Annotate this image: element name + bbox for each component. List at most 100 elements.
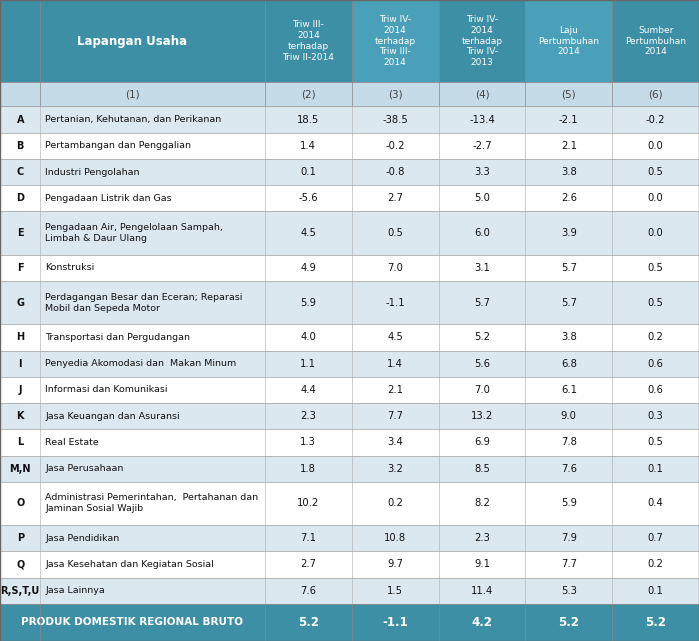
Text: 6.1: 6.1 xyxy=(561,385,577,395)
Text: Jasa Keuangan dan Asuransi: Jasa Keuangan dan Asuransi xyxy=(45,412,180,420)
Text: 7.0: 7.0 xyxy=(474,385,490,395)
Text: 9.7: 9.7 xyxy=(387,560,403,569)
Text: Laju
Pertumbuhan
2014: Laju Pertumbuhan 2014 xyxy=(538,26,599,56)
Text: 8.5: 8.5 xyxy=(474,463,490,474)
Text: D: D xyxy=(16,194,24,203)
Text: 1.4: 1.4 xyxy=(301,141,316,151)
Text: (2): (2) xyxy=(301,89,316,99)
Text: 0.1: 0.1 xyxy=(648,463,663,474)
Text: 10.2: 10.2 xyxy=(297,499,319,508)
Bar xyxy=(0,403,699,429)
Text: -1.1: -1.1 xyxy=(385,297,405,308)
Text: Jasa Perusahaan: Jasa Perusahaan xyxy=(45,464,124,473)
Text: R,S,T,U: R,S,T,U xyxy=(1,586,40,595)
Text: P: P xyxy=(17,533,24,543)
Text: Real Estate: Real Estate xyxy=(45,438,99,447)
Text: 5.9: 5.9 xyxy=(561,499,577,508)
Text: (1): (1) xyxy=(125,89,140,99)
Text: O: O xyxy=(16,499,24,508)
Text: 0.2: 0.2 xyxy=(648,333,663,342)
Text: 7.7: 7.7 xyxy=(561,560,577,569)
Bar xyxy=(0,212,699,254)
Text: B: B xyxy=(17,141,24,151)
Text: Jasa Lainnya: Jasa Lainnya xyxy=(45,587,105,595)
Text: (5): (5) xyxy=(561,89,576,99)
Text: 5.2: 5.2 xyxy=(559,616,579,629)
Text: Jasa Pendidikan: Jasa Pendidikan xyxy=(45,534,120,543)
Bar xyxy=(612,0,699,82)
Text: 2.3: 2.3 xyxy=(301,411,316,421)
Text: -13.4: -13.4 xyxy=(469,115,495,124)
Text: Jasa Kesehatan dan Kegiatan Sosial: Jasa Kesehatan dan Kegiatan Sosial xyxy=(45,560,214,569)
Text: 0.7: 0.7 xyxy=(648,533,663,543)
Text: Konstruksi: Konstruksi xyxy=(45,263,94,272)
Text: 7.7: 7.7 xyxy=(387,411,403,421)
Bar xyxy=(0,159,699,185)
Bar xyxy=(0,185,699,212)
Bar xyxy=(0,578,699,604)
Text: 0.2: 0.2 xyxy=(387,499,403,508)
Bar xyxy=(0,133,699,159)
Text: 0.0: 0.0 xyxy=(648,141,663,151)
Bar xyxy=(265,0,352,82)
Text: 9.0: 9.0 xyxy=(561,411,577,421)
Text: 0.1: 0.1 xyxy=(648,586,663,595)
Text: 1.3: 1.3 xyxy=(301,437,316,447)
Text: 5.9: 5.9 xyxy=(301,297,316,308)
Bar xyxy=(0,456,699,482)
Bar xyxy=(0,82,699,106)
Text: A: A xyxy=(17,115,24,124)
Bar xyxy=(438,0,526,82)
Text: 3.2: 3.2 xyxy=(387,463,403,474)
Text: 0.0: 0.0 xyxy=(648,194,663,203)
Text: 1.5: 1.5 xyxy=(387,586,403,595)
Text: Pengadaan Air, Pengelolaan Sampah,
Limbah & Daur Ulang: Pengadaan Air, Pengelolaan Sampah, Limba… xyxy=(45,223,223,243)
Text: 6.0: 6.0 xyxy=(474,228,490,238)
Text: 0.6: 0.6 xyxy=(648,359,663,369)
Text: 7.1: 7.1 xyxy=(301,533,316,543)
Text: 3.9: 3.9 xyxy=(561,228,577,238)
Text: H: H xyxy=(16,333,24,342)
Bar xyxy=(0,254,699,281)
Bar xyxy=(352,0,438,82)
Text: Penyedia Akomodasi dan  Makan Minum: Penyedia Akomodasi dan Makan Minum xyxy=(45,359,236,368)
Text: 3.4: 3.4 xyxy=(387,437,403,447)
Text: Administrasi Pemerintahan,  Pertahanan dan
Jaminan Sosial Wajib: Administrasi Pemerintahan, Pertahanan da… xyxy=(45,494,259,513)
Text: 3.1: 3.1 xyxy=(474,263,490,273)
Text: 4.0: 4.0 xyxy=(301,333,316,342)
Text: 0.1: 0.1 xyxy=(301,167,316,177)
Text: 5.6: 5.6 xyxy=(474,359,490,369)
Text: 5.2: 5.2 xyxy=(474,333,490,342)
Text: 13.2: 13.2 xyxy=(471,411,493,421)
Text: Triw III-
2014
terhadap
Triw II-2014: Triw III- 2014 terhadap Triw II-2014 xyxy=(282,21,334,62)
Text: -0.2: -0.2 xyxy=(385,141,405,151)
Text: (4): (4) xyxy=(475,89,489,99)
Text: I: I xyxy=(18,359,22,369)
Bar xyxy=(0,281,699,324)
Text: K: K xyxy=(17,411,24,421)
Text: 4.2: 4.2 xyxy=(471,616,492,629)
Text: Perdagangan Besar dan Eceran; Reparasi
Mobil dan Sepeda Motor: Perdagangan Besar dan Eceran; Reparasi M… xyxy=(45,292,243,313)
Text: 4.5: 4.5 xyxy=(387,333,403,342)
Text: 4.5: 4.5 xyxy=(301,228,316,238)
Text: PRODUK DOMESTIK REGIONAL BRUTO: PRODUK DOMESTIK REGIONAL BRUTO xyxy=(22,617,243,628)
Text: E: E xyxy=(17,228,24,238)
Text: 11.4: 11.4 xyxy=(471,586,493,595)
Text: 7.0: 7.0 xyxy=(387,263,403,273)
Text: 5.2: 5.2 xyxy=(298,616,319,629)
Text: 0.5: 0.5 xyxy=(648,263,663,273)
Text: Sumber
Pertumbuhan
2014: Sumber Pertumbuhan 2014 xyxy=(625,26,686,56)
Bar xyxy=(0,106,699,133)
Text: 1.1: 1.1 xyxy=(301,359,316,369)
Bar xyxy=(0,429,699,456)
Text: 0.5: 0.5 xyxy=(387,228,403,238)
Bar xyxy=(0,604,699,641)
Text: 2.7: 2.7 xyxy=(387,194,403,203)
Text: 0.5: 0.5 xyxy=(648,167,663,177)
Text: -0.2: -0.2 xyxy=(646,115,665,124)
Text: 3.8: 3.8 xyxy=(561,167,577,177)
Text: 1.4: 1.4 xyxy=(387,359,403,369)
Text: 6.9: 6.9 xyxy=(474,437,490,447)
Text: 18.5: 18.5 xyxy=(297,115,319,124)
Bar xyxy=(0,324,699,351)
